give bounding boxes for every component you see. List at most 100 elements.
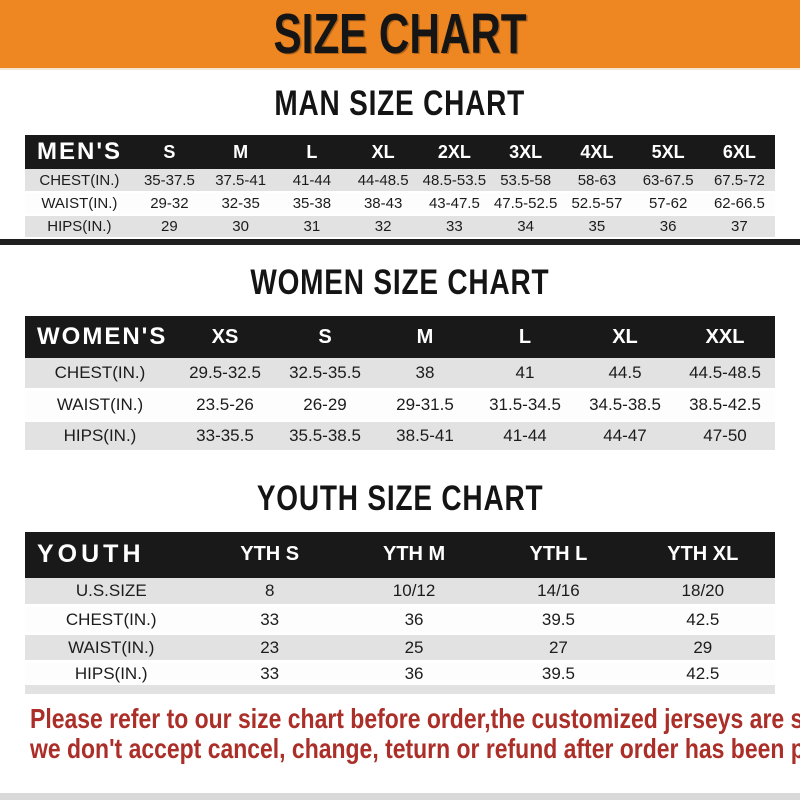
youth-section-heading: YOUTH SIZE CHART xyxy=(0,481,800,516)
row-label: HIPS(IN.) xyxy=(47,218,112,235)
row-label: WAIST(IN.) xyxy=(68,637,155,657)
size-column-header: M xyxy=(375,316,475,358)
size-value-cell: 33-35.5 xyxy=(196,425,254,445)
size-value-cell: 48.5-53.5 xyxy=(422,171,487,189)
size-table-header-row: YOUTH YTH S YTH M YTH L YTH XL xyxy=(25,531,775,578)
size-column-header: M xyxy=(205,135,277,169)
row-label: CHEST(IN.) xyxy=(65,609,157,629)
section-divider xyxy=(0,239,800,245)
size-value-cell: 41-44 xyxy=(292,171,332,189)
size-column-header: 3XL xyxy=(490,135,562,169)
size-value-cell: 29 xyxy=(161,218,178,235)
size-column-header: L xyxy=(276,135,348,169)
size-value-cell: 10/12 xyxy=(392,580,436,600)
size-table: WOMEN'S XS S M L XL XXL CHEST(IN.) 29.5-32.5 32.5… xyxy=(25,316,775,453)
size-value-cell: 35-38 xyxy=(292,195,332,212)
size-value-cell: 29.5-32.5 xyxy=(189,362,261,382)
banner: SIZE CHART xyxy=(0,0,800,70)
size-value-cell: 42.5 xyxy=(686,664,720,683)
table-row: WAIST(IN.) 29-32 32-35 35-38 38-43 43-47.5 47.… xyxy=(25,192,775,215)
size-value-cell: 62-66.5 xyxy=(713,195,765,212)
size-value-cell: 57-62 xyxy=(648,195,688,212)
table-row: HIPS(IN.) 33-35.5 35.5-38.5 38.5-41 41-44 44-… xyxy=(25,420,775,451)
size-value-cell: 27 xyxy=(548,637,568,657)
size-value-cell: 37 xyxy=(731,218,748,235)
size-value-cell: 43-47.5 xyxy=(428,195,480,212)
footer-line-2: we don't accept cancel, change, teturn o… xyxy=(30,733,800,764)
size-value-cell: 33 xyxy=(260,664,280,683)
size-value-cell: 44.5 xyxy=(608,362,642,382)
size-column-header: YTH M xyxy=(341,531,487,578)
size-table: YOUTH YTH S YTH M YTH L YTH XL U.S.SIZE 8 10/12… xyxy=(25,531,775,694)
table-corner-label: YOUTH xyxy=(25,531,198,578)
size-value-cell: 44-48.5 xyxy=(357,171,409,189)
size-value-cell: 26-29 xyxy=(303,394,347,414)
table-corner-label: WOMEN'S xyxy=(25,316,175,358)
size-value-cell: 39.5 xyxy=(541,664,575,683)
size-value-cell: 32-35 xyxy=(221,195,260,212)
table-row: CHEST(IN.) 35-37.5 37.5-41 41-44 44-48.5 48.5… xyxy=(25,169,775,192)
size-value-cell: 14/16 xyxy=(537,580,580,600)
table-row: HIPS(IN.) 33 36 39.5 42.5 xyxy=(25,661,775,690)
size-value-cell: 36 xyxy=(659,218,677,235)
size-value-cell: 29-31.5 xyxy=(396,394,454,414)
size-column-header: 4XL xyxy=(561,135,633,169)
size-value-cell: 25 xyxy=(404,637,424,657)
size-value-cell: 23 xyxy=(260,637,280,657)
size-value-cell: 38-43 xyxy=(363,195,403,212)
row-label: WAIST(IN.) xyxy=(41,195,118,212)
size-column-header: YTH L xyxy=(486,531,631,578)
size-value-cell: 47-50 xyxy=(703,425,747,445)
size-value-cell: 41 xyxy=(515,362,535,382)
row-label: HIPS(IN.) xyxy=(63,425,137,445)
size-value-cell: 35 xyxy=(588,218,606,235)
size-value-cell: 35-37.5 xyxy=(143,171,195,189)
size-value-cell: 47.5-52.5 xyxy=(493,195,558,212)
size-value-cell: 41-44 xyxy=(503,425,547,445)
size-value-cell: 31.5-34.5 xyxy=(489,394,561,414)
size-column-header: XS xyxy=(175,316,275,358)
youth-heading-text: YOUTH SIZE CHART xyxy=(256,478,544,518)
size-column-header: XL xyxy=(575,316,675,358)
youth-size-table: YOUTH YTH S YTH M YTH L YTH XL U.S.SIZE 8 10/12… xyxy=(0,531,800,694)
women-size-table: WOMEN'S XS S M L XL XXL CHEST(IN.) 29.5-32.5 32.5… xyxy=(0,316,800,453)
size-value-cell: 36 xyxy=(404,609,424,629)
size-value-cell: 37.5-41 xyxy=(215,171,267,189)
table-corner-label: MEN'S xyxy=(25,135,134,169)
size-value-cell: 44-47 xyxy=(603,425,647,445)
table-row: HIPS(IN.) 29 30 31 32 33 34 35 36 37 xyxy=(25,215,775,238)
size-value-cell: 29 xyxy=(693,637,713,657)
size-value-cell: 23.5-26 xyxy=(196,394,254,414)
size-value-cell: 33 xyxy=(260,609,280,629)
size-value-cell: 39.5 xyxy=(541,609,575,629)
size-table: MEN'S S M L XL 2XL 3XL 4XL 5XL 6XL CHEST(IN.) 35-37… xyxy=(25,135,775,239)
size-column-header: 6XL xyxy=(703,135,775,169)
size-value-cell: 44.5-48.5 xyxy=(689,362,761,382)
size-value-cell: 32.5-35.5 xyxy=(289,362,361,382)
women-heading-text: WOMEN SIZE CHART xyxy=(250,263,550,302)
men-size-table: MEN'S S M L XL 2XL 3XL 4XL 5XL 6XL CHEST(IN.) 35-37… xyxy=(0,135,800,239)
size-column-header: YTH XL xyxy=(630,531,775,578)
size-column-header: 2XL xyxy=(418,135,490,169)
size-column-header: 5XL xyxy=(632,135,704,169)
size-value-cell: 8 xyxy=(264,580,275,600)
row-label: CHEST(IN.) xyxy=(39,171,120,189)
men-section-heading: MAN SIZE CHART xyxy=(0,86,800,121)
bottom-strip xyxy=(0,793,800,800)
size-value-cell: 18/20 xyxy=(681,580,725,600)
row-label: CHEST(IN.) xyxy=(54,362,146,382)
table-row: WAIST(IN.) 23.5-26 26-29 29-31.5 31.5-34.5 34… xyxy=(25,389,775,420)
row-label: HIPS(IN.) xyxy=(74,664,148,683)
size-value-cell: 58-63 xyxy=(577,171,617,189)
table-row: CHEST(IN.) 29.5-32.5 32.5-35.5 38 41 44.5 44.5… xyxy=(25,358,775,389)
size-value-cell: 52.5-57 xyxy=(571,195,623,212)
size-table-header-row: WOMEN'S XS S M L XL XXL xyxy=(25,316,775,358)
men-heading-text: MAN SIZE CHART xyxy=(274,84,526,123)
size-value-cell: 36 xyxy=(404,664,424,683)
size-value-cell: 34.5-38.5 xyxy=(589,394,661,414)
size-value-cell: 34 xyxy=(517,218,534,235)
size-column-header: YTH S xyxy=(197,531,342,578)
women-section-heading: WOMEN SIZE CHART xyxy=(0,265,800,300)
size-column-header: L xyxy=(475,316,575,358)
